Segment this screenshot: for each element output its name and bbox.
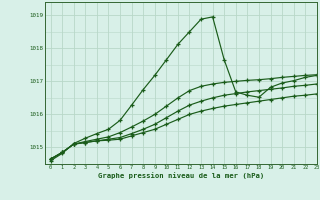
X-axis label: Graphe pression niveau de la mer (hPa): Graphe pression niveau de la mer (hPa) [98,172,264,179]
